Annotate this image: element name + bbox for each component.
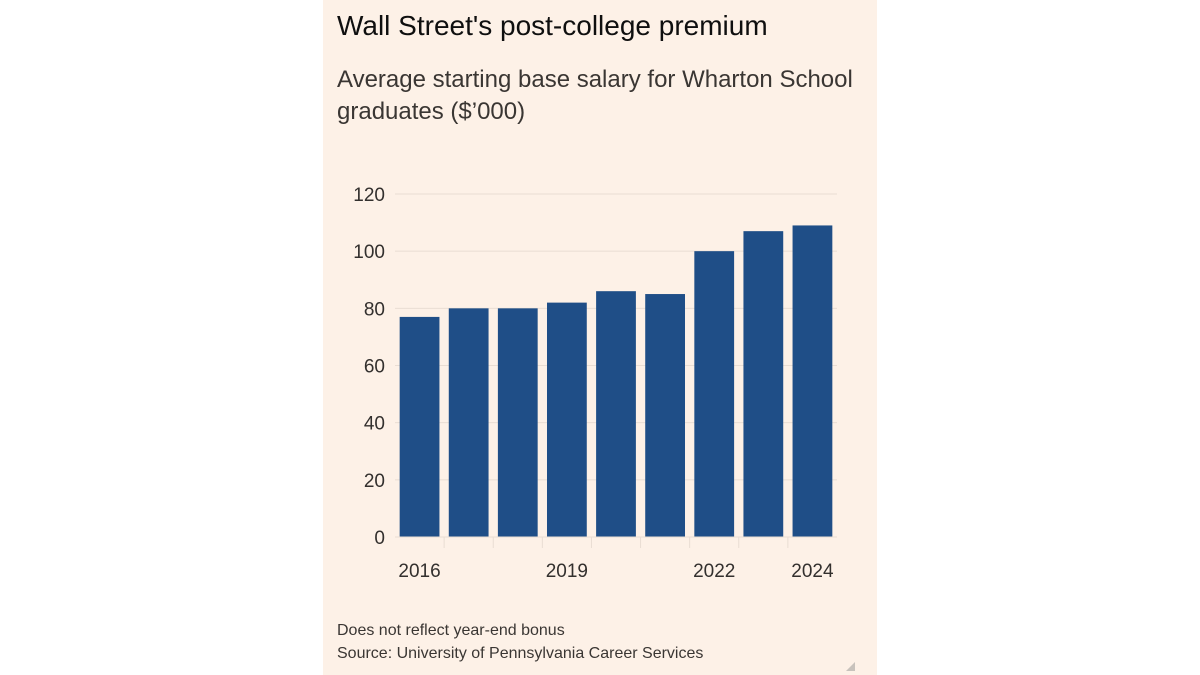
chart-note: Does not reflect year-end bonus — [337, 622, 565, 639]
bar-2016 — [399, 316, 440, 537]
y-tick-label: 60 — [364, 357, 385, 378]
bar-2019 — [546, 302, 587, 537]
bar-chart: 0 20 40 60 80 100 120 2016 2019 2022 2024 — [353, 185, 837, 582]
bar-2020 — [596, 291, 636, 537]
y-axis-ticks: 0 20 40 60 80 100 120 — [353, 185, 385, 549]
y-tick-label: 40 — [364, 414, 385, 435]
bar-2017 — [448, 308, 489, 537]
bars — [399, 225, 833, 538]
bar-2022 — [694, 251, 735, 537]
bar-2018 — [497, 308, 538, 537]
chart-source: Source: University of Pennsylvania Caree… — [337, 645, 704, 662]
resize-corner-icon — [846, 662, 855, 671]
y-tick-label: 80 — [364, 299, 385, 320]
x-axis-ticks: 2016 2019 2022 2024 — [395, 536, 837, 582]
y-tick-label: 0 — [374, 528, 385, 549]
bar-2024 — [792, 225, 833, 538]
x-tick-label: 2022 — [693, 561, 735, 582]
bar-2023 — [743, 231, 784, 538]
chart-subtitle: Average starting base salary for Wharton… — [337, 66, 853, 125]
chart-card: Wall Street's post-college premium Avera… — [323, 0, 877, 675]
chart-title: Wall Street's post-college premium — [337, 10, 768, 41]
y-tick-label: 100 — [353, 242, 385, 263]
y-tick-label: 120 — [353, 185, 385, 206]
y-tick-label: 20 — [364, 471, 385, 492]
x-tick-label: 2024 — [791, 561, 834, 582]
x-tick-label: 2019 — [546, 561, 588, 582]
bar-2021 — [645, 294, 686, 537]
x-tick-label: 2016 — [398, 561, 440, 582]
